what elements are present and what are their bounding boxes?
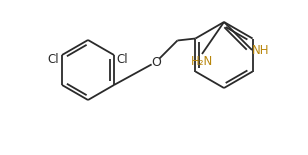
Text: NH: NH [252, 44, 270, 57]
Text: O: O [151, 55, 161, 69]
Text: H₂N: H₂N [191, 55, 213, 68]
Text: Cl: Cl [116, 53, 128, 66]
Text: Cl: Cl [47, 53, 59, 66]
